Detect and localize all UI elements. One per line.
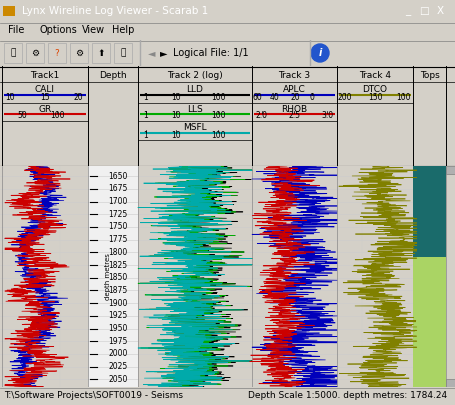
Text: 100: 100 <box>210 111 225 121</box>
Text: 3.0: 3.0 <box>320 111 332 121</box>
Text: LLS: LLS <box>187 104 202 113</box>
Text: 200: 200 <box>337 94 351 102</box>
Text: 1800: 1800 <box>108 248 127 257</box>
Text: Lynx Wireline Log Viewer - Scarab 1: Lynx Wireline Log Viewer - Scarab 1 <box>22 6 208 16</box>
Bar <box>88 166 138 387</box>
Bar <box>3 6 15 16</box>
Bar <box>70 43 88 63</box>
Text: 10: 10 <box>171 94 181 102</box>
Text: 🔍: 🔍 <box>120 49 126 58</box>
Text: 1: 1 <box>143 111 148 121</box>
Text: APLC: APLC <box>283 85 305 94</box>
Text: Track 4: Track 4 <box>358 72 390 81</box>
Text: ⚙: ⚙ <box>75 49 83 58</box>
Text: 2000: 2000 <box>108 350 127 358</box>
Text: 20: 20 <box>73 94 83 102</box>
Bar <box>92 43 110 63</box>
Text: ?: ? <box>55 49 59 58</box>
Text: depth metres: depth metres <box>105 253 111 300</box>
Text: 1: 1 <box>143 130 148 139</box>
Text: Track 2 (log): Track 2 (log) <box>167 72 222 81</box>
Text: 10: 10 <box>171 130 181 139</box>
Text: 2050: 2050 <box>108 375 127 384</box>
Text: Depth Scale 1:5000. depth metres: 1784.24: Depth Scale 1:5000. depth metres: 1784.2… <box>248 392 446 401</box>
Text: 1775: 1775 <box>108 235 127 244</box>
Bar <box>445 379 455 387</box>
Text: 10: 10 <box>5 94 15 102</box>
Text: ⬆: ⬆ <box>97 49 105 58</box>
Text: Track1: Track1 <box>30 72 60 81</box>
Text: CALI: CALI <box>35 85 55 94</box>
Bar <box>412 257 445 387</box>
Text: 100: 100 <box>395 94 410 102</box>
Text: DTCO: DTCO <box>362 85 387 94</box>
Text: 20: 20 <box>289 94 299 102</box>
Text: ⚙: ⚙ <box>31 49 39 58</box>
Text: Options: Options <box>40 25 78 35</box>
Text: 1850: 1850 <box>108 273 127 282</box>
Text: GR: GR <box>38 104 51 113</box>
Text: 100: 100 <box>210 94 225 102</box>
Text: 1950: 1950 <box>108 324 127 333</box>
Bar <box>114 43 131 63</box>
Text: 2025: 2025 <box>108 362 127 371</box>
Text: 1725: 1725 <box>108 210 127 219</box>
Text: 10: 10 <box>171 111 181 121</box>
Bar <box>4 43 22 63</box>
Text: RHOB: RHOB <box>281 104 307 113</box>
Text: T:\Software Projects\SOFT0019 - Seisms: T:\Software Projects\SOFT0019 - Seisms <box>4 392 182 401</box>
Text: Track 3: Track 3 <box>278 72 310 81</box>
Text: 15: 15 <box>40 94 50 102</box>
Text: LLD: LLD <box>186 85 203 94</box>
Text: View: View <box>82 25 105 35</box>
Text: 50: 50 <box>17 111 27 121</box>
Bar <box>26 43 44 63</box>
Text: ►: ► <box>160 48 167 58</box>
Text: 1900: 1900 <box>108 298 127 308</box>
Text: 1925: 1925 <box>108 311 127 320</box>
Text: 1700: 1700 <box>108 197 127 206</box>
Text: 🖨: 🖨 <box>10 49 15 58</box>
Text: 1875: 1875 <box>108 286 127 295</box>
Text: 100: 100 <box>210 130 225 139</box>
Text: 1825: 1825 <box>108 260 127 270</box>
Text: ◄: ◄ <box>148 48 155 58</box>
Text: Tops: Tops <box>419 72 439 81</box>
Text: MSFL: MSFL <box>183 124 207 132</box>
Bar <box>48 43 66 63</box>
Text: 150: 150 <box>367 94 381 102</box>
Circle shape <box>310 44 328 62</box>
Text: Logical File: 1/1: Logical File: 1/1 <box>172 48 248 58</box>
Text: _: _ <box>404 6 410 16</box>
Text: X: X <box>435 6 443 16</box>
Text: Depth: Depth <box>99 72 126 81</box>
Text: File: File <box>8 25 24 35</box>
Text: 1675: 1675 <box>108 184 127 193</box>
Text: 2.5: 2.5 <box>288 111 300 121</box>
Text: 1750: 1750 <box>108 222 127 232</box>
Bar <box>445 166 455 174</box>
Text: 60: 60 <box>252 94 261 102</box>
Text: 2.0: 2.0 <box>255 111 268 121</box>
Text: 40: 40 <box>269 94 279 102</box>
Bar <box>412 166 445 257</box>
Text: 1975: 1975 <box>108 337 127 346</box>
Text: □: □ <box>418 6 428 16</box>
Text: Help: Help <box>112 25 134 35</box>
Text: i: i <box>318 48 321 58</box>
Text: 100: 100 <box>50 111 64 121</box>
Text: 1650: 1650 <box>108 172 127 181</box>
Text: 1: 1 <box>143 94 148 102</box>
Text: 0: 0 <box>309 94 314 102</box>
